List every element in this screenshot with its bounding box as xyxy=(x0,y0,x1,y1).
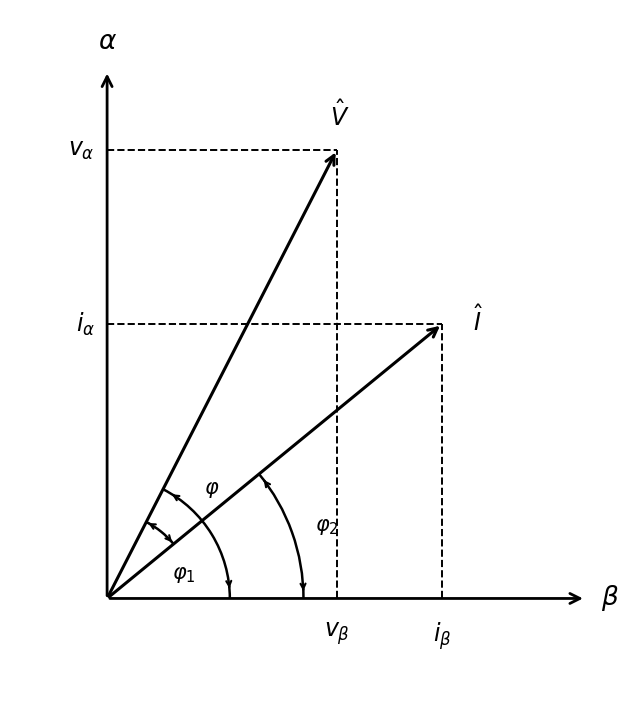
Text: $\varphi$: $\varphi$ xyxy=(204,480,220,501)
Text: $\hat{I}$: $\hat{I}$ xyxy=(473,306,483,336)
Text: $\varphi_1$: $\varphi_1$ xyxy=(172,566,196,585)
Text: $\varphi_2$: $\varphi_2$ xyxy=(315,517,339,537)
Text: α: α xyxy=(99,30,116,55)
Text: $i_{\beta}$: $i_{\beta}$ xyxy=(433,620,451,652)
Text: $i_{\alpha}$: $i_{\alpha}$ xyxy=(76,311,95,337)
Text: $v_{\alpha}$: $v_{\alpha}$ xyxy=(68,138,95,162)
Text: $v_{\beta}$: $v_{\beta}$ xyxy=(324,620,350,647)
Text: β: β xyxy=(601,585,618,611)
Text: $\hat{V}$: $\hat{V}$ xyxy=(330,101,349,131)
